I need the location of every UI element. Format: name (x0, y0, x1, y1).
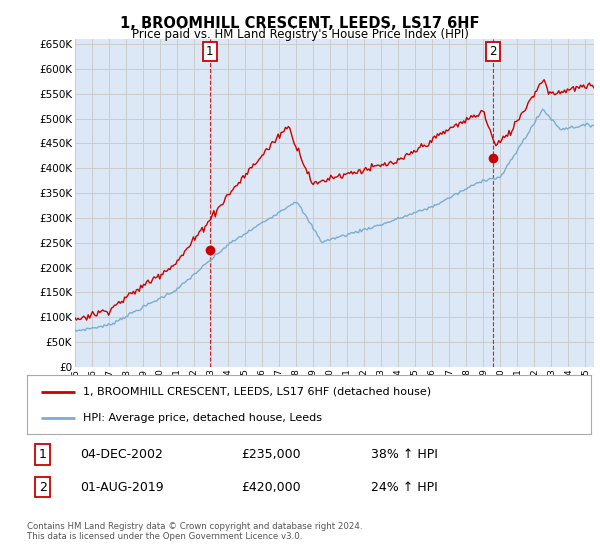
Text: 1, BROOMHILL CRESCENT, LEEDS, LS17 6HF (detached house): 1, BROOMHILL CRESCENT, LEEDS, LS17 6HF (… (83, 386, 431, 396)
Text: 01-AUG-2019: 01-AUG-2019 (80, 480, 164, 494)
Text: 1, BROOMHILL CRESCENT, LEEDS, LS17 6HF: 1, BROOMHILL CRESCENT, LEEDS, LS17 6HF (120, 16, 480, 31)
Text: 1: 1 (206, 45, 214, 58)
Text: 38% ↑ HPI: 38% ↑ HPI (371, 448, 438, 461)
Text: 2: 2 (490, 45, 497, 58)
Text: 24% ↑ HPI: 24% ↑ HPI (371, 480, 438, 494)
Text: £235,000: £235,000 (241, 448, 301, 461)
Text: Price paid vs. HM Land Registry's House Price Index (HPI): Price paid vs. HM Land Registry's House … (131, 28, 469, 41)
Text: £420,000: £420,000 (241, 480, 301, 494)
Text: 1: 1 (39, 448, 47, 461)
Text: 2: 2 (39, 480, 47, 494)
Text: HPI: Average price, detached house, Leeds: HPI: Average price, detached house, Leed… (83, 413, 322, 423)
Text: 04-DEC-2002: 04-DEC-2002 (80, 448, 163, 461)
Text: Contains HM Land Registry data © Crown copyright and database right 2024.
This d: Contains HM Land Registry data © Crown c… (27, 522, 362, 542)
